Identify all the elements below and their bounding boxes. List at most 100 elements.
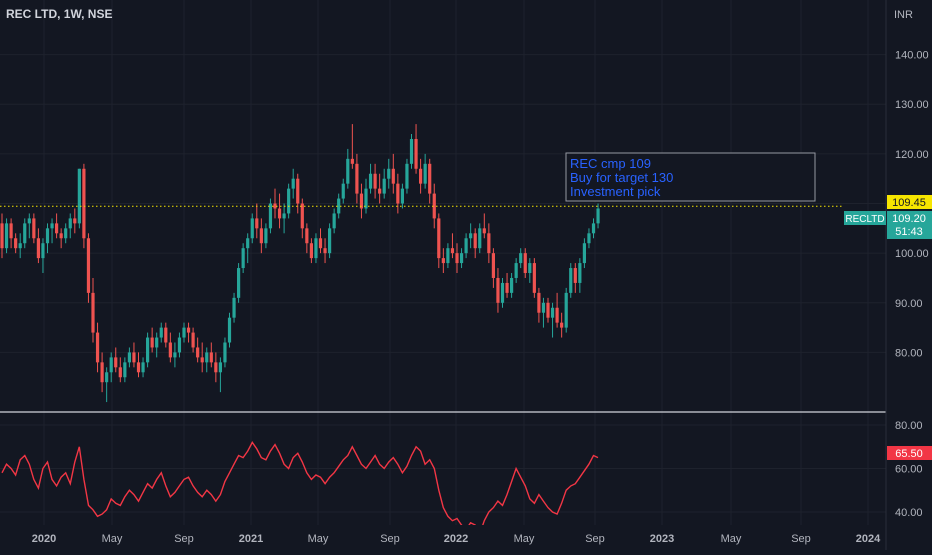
candle xyxy=(478,223,482,254)
candle xyxy=(305,223,309,254)
candle xyxy=(250,213,254,244)
candle xyxy=(396,173,400,214)
price-tick-label: 80.00 xyxy=(895,347,923,359)
candle xyxy=(136,352,141,378)
candle xyxy=(36,228,40,264)
rsi-tick-label: 40.00 xyxy=(895,507,923,519)
candle xyxy=(77,168,81,229)
time-tick-label: 2023 xyxy=(650,533,674,545)
candle-body xyxy=(450,248,455,254)
candle-body xyxy=(118,367,122,378)
candle xyxy=(500,277,505,308)
time-axis[interactable]: 2020 May Sep 2021 May Sep 2022 May Sep 2023 May Sep… xyxy=(32,533,881,545)
candle xyxy=(423,153,427,189)
candle-body xyxy=(446,248,450,264)
candle xyxy=(214,352,218,383)
candle xyxy=(596,203,600,229)
rsi-value: 65.50 xyxy=(895,448,923,460)
candle-body xyxy=(473,233,477,249)
candle-body xyxy=(86,238,91,293)
candle xyxy=(519,248,523,269)
candle-body xyxy=(64,228,68,239)
candle-body xyxy=(437,218,441,259)
candle-body xyxy=(200,357,204,363)
candle xyxy=(9,218,13,249)
candle xyxy=(118,357,122,383)
candle xyxy=(132,342,136,368)
candle-body xyxy=(555,307,559,323)
candle-body xyxy=(382,178,386,194)
candle-body xyxy=(573,268,577,283)
candle xyxy=(564,287,568,333)
candle xyxy=(218,357,222,393)
candle-body xyxy=(232,297,236,318)
candle-body xyxy=(487,233,491,254)
candle xyxy=(273,188,277,219)
candle xyxy=(569,263,573,298)
candle-body xyxy=(264,228,268,244)
candle xyxy=(587,228,591,249)
rsi-tick-label: 60.00 xyxy=(895,464,923,476)
candle xyxy=(223,337,227,368)
candle xyxy=(405,158,409,194)
candle-body xyxy=(519,253,523,264)
rsi-axis[interactable]: 40.00 60.00 80.00 xyxy=(895,420,923,519)
candle-body xyxy=(591,223,596,234)
candle xyxy=(182,322,186,343)
candle-body xyxy=(323,248,327,254)
candle xyxy=(209,342,213,368)
candle xyxy=(255,203,259,239)
candle-body xyxy=(14,238,18,249)
candle-body xyxy=(314,238,318,259)
last-price-badge-bg xyxy=(887,195,932,209)
candle xyxy=(0,213,4,259)
candle-body xyxy=(510,277,514,293)
candle xyxy=(141,357,145,378)
candle xyxy=(82,163,86,249)
candle-body xyxy=(432,193,436,219)
candle xyxy=(150,327,154,353)
candle-body xyxy=(36,238,40,259)
candle xyxy=(459,248,464,269)
candle-body xyxy=(155,337,159,348)
candle xyxy=(186,322,191,343)
candle xyxy=(68,213,72,239)
candle-body xyxy=(491,253,495,278)
last-price-badge: 109.45 xyxy=(887,195,932,209)
candle xyxy=(177,332,182,358)
candle xyxy=(264,223,268,249)
time-tick-label: Sep xyxy=(174,533,194,545)
candle-body xyxy=(164,327,168,343)
candle-body xyxy=(100,362,104,383)
candle xyxy=(45,223,50,254)
candle-body xyxy=(578,263,582,283)
candle-body xyxy=(168,342,172,358)
candle-body xyxy=(391,168,395,184)
candle-body xyxy=(91,292,95,333)
candle xyxy=(441,248,445,274)
time-tick-label: 2020 xyxy=(32,533,56,545)
candle-body xyxy=(282,213,286,219)
candle xyxy=(323,238,327,264)
candle xyxy=(200,342,204,373)
candle xyxy=(123,357,127,383)
annotation-box[interactable]: REC cmp 109 Buy for target 130 Investmen… xyxy=(565,152,816,202)
candle xyxy=(146,332,150,368)
candle xyxy=(541,297,546,328)
candle xyxy=(378,173,382,204)
candle xyxy=(318,228,323,254)
candle xyxy=(432,183,436,229)
candle-body xyxy=(0,223,4,249)
candle-body xyxy=(396,183,400,204)
candle-body xyxy=(205,352,209,363)
candle-body xyxy=(373,173,377,189)
candle xyxy=(464,233,468,259)
candle xyxy=(391,153,395,194)
candle xyxy=(55,213,59,239)
candle xyxy=(505,273,509,298)
price-axis[interactable]: 80.00 90.00 100.00 120.00 130.00 140.00 xyxy=(895,50,929,360)
candle xyxy=(496,268,500,313)
time-tick-label: 2022 xyxy=(444,533,468,545)
price-tick-label: 140.00 xyxy=(895,50,929,62)
